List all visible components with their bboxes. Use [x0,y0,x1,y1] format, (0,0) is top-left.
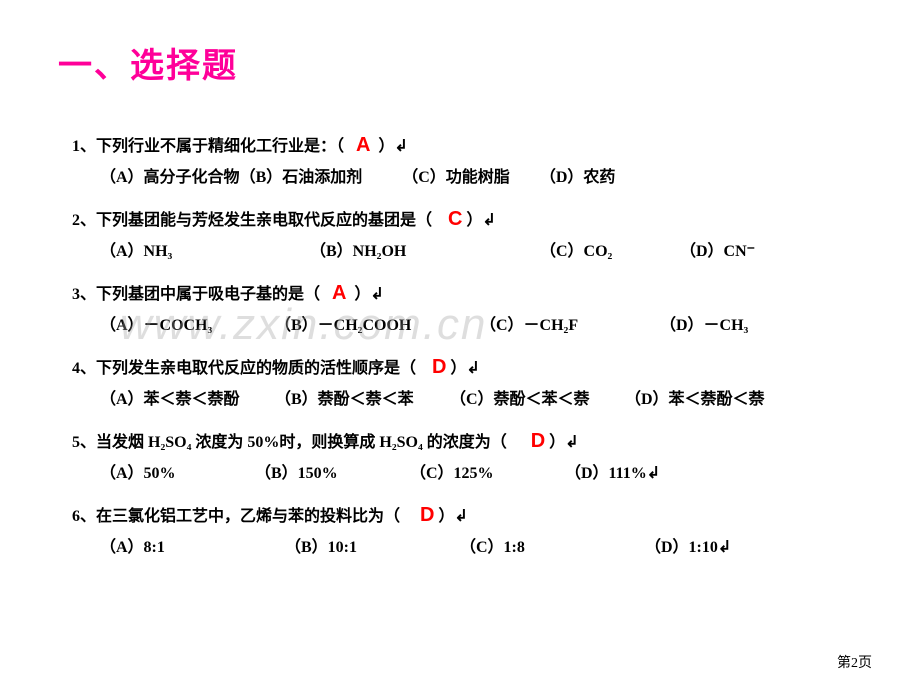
q6-end: ）↲ [438,508,467,525]
q5-end: ）↲ [549,434,578,451]
q5-answer: D [531,426,545,456]
q2-num: 2、 [72,212,96,229]
q5-text: 当发烟 H₂SO₄ 浓度为 50%时，则换算成 H₂SO₄ 的浓度为（ [96,434,507,451]
q6-opt-d: （D）1:10↲ [645,536,731,560]
question-3: 3、下列基团中属于吸电子基的是（ A ）↲ （A）－COCH₃ （B）－CH₂C… [72,278,892,338]
q1-opt-b: （B）石油添加剂 [240,166,363,190]
q5-opt-d: （D）111%↲ [565,462,660,486]
question-4: 4、下列发生亲电取代反应的物质的活性顺序是（ D ）↲ （A）苯＜萘＜萘酚 （B… [72,352,892,412]
q1-num: 1、 [72,138,96,155]
q6-num: 6、 [72,508,96,525]
page-number: 第2页 [837,652,872,672]
q2-opt-a: （A）NH₃ [100,240,310,264]
questions-container: 1、下列行业不属于精细化工行业是：（ A ）↲ （A）高分子化合物 （B）石油添… [72,130,892,568]
q2-opt-b: （B）NH₂OH [310,240,540,264]
section-title: 一、选择题 [58,38,238,87]
q4-end: ）↲ [450,360,479,377]
q1-end: ）↲ [378,138,407,155]
q3-end: ）↲ [354,286,383,303]
q3-opt-c: （C）－CH₂F [480,314,660,338]
q2-opt-d: （D）CN⁻ [680,240,755,264]
q3-answer: A [332,278,346,308]
q2-text: 下列基团能与芳烃发生亲电取代反应的基团是（ [96,212,432,229]
q2-opt-c: （C）CO₂ [540,240,680,264]
q6-answer: D [420,500,434,530]
q3-opt-a: （A）－COCH₃ [100,314,275,338]
q1-opt-d: （D）农药 [540,166,616,190]
question-6: 6、在三氯化铝工艺中，乙烯与苯的投料比为（ D ）↲ （A）8:1 （B）10:… [72,500,892,560]
q4-opt-c: （C）萘酚＜苯＜萘 [450,388,625,412]
q6-text: 在三氯化铝工艺中，乙烯与苯的投料比为（ [96,508,400,525]
q3-opt-d: （D）－CH₃ [660,314,748,338]
q2-answer: C [448,204,462,234]
q5-num: 5、 [72,434,96,451]
q4-opt-b: （B）萘酚＜萘＜苯 [275,388,450,412]
q3-num: 3、 [72,286,96,303]
q3-opt-b: （B）－CH₂COOH [275,314,480,338]
q4-num: 4、 [72,360,96,377]
question-2: 2、下列基团能与芳烃发生亲电取代反应的基团是（ C ）↲ （A）NH₃ （B）N… [72,204,892,264]
question-1: 1、下列行业不属于精细化工行业是：（ A ）↲ （A）高分子化合物 （B）石油添… [72,130,892,190]
q6-opt-c: （C）1:8 [460,536,645,560]
question-5: 5、当发烟 H₂SO₄ 浓度为 50%时，则换算成 H₂SO₄ 的浓度为（ D … [72,426,892,486]
q4-opt-a: （A）苯＜萘＜萘酚 [100,388,275,412]
q3-text: 下列基团中属于吸电子基的是（ [96,286,320,303]
q4-answer: D [432,352,446,382]
q2-end: ）↲ [466,212,495,229]
q5-opt-c: （C）125% [410,462,565,486]
q1-opt-a: （A）高分子化合物 [100,166,240,190]
q6-opt-a: （A）8:1 [100,536,285,560]
q4-text: 下列发生亲电取代反应的物质的活性顺序是（ [96,360,416,377]
q5-opt-b: （B）150% [255,462,410,486]
q1-text: 下列行业不属于精细化工行业是：（ [96,138,344,155]
q1-opt-c: （C）功能树脂 [402,166,510,190]
q1-answer: A [356,130,370,160]
q5-opt-a: （A）50% [100,462,255,486]
q6-opt-b: （B）10:1 [285,536,460,560]
q4-opt-d: （D）苯＜萘酚＜萘 [625,388,765,412]
